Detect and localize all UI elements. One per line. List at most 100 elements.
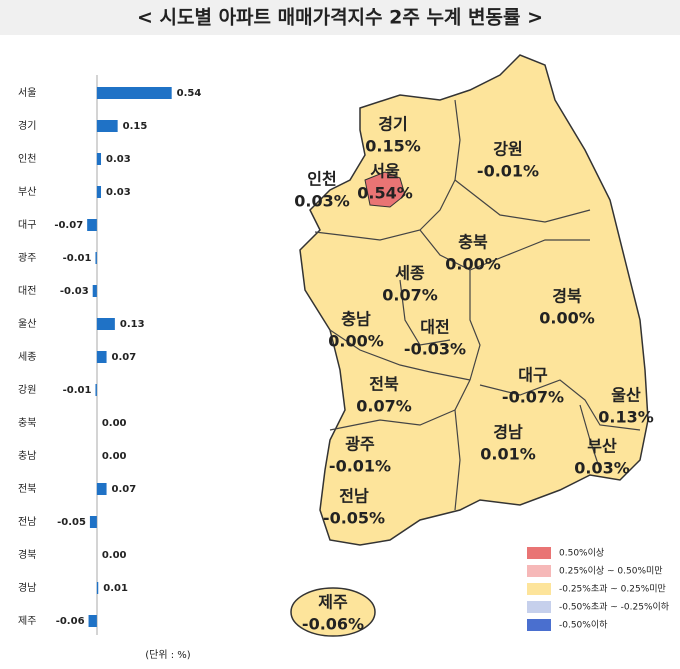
region-name: 강원: [493, 140, 522, 159]
value-label: -0.06: [56, 616, 85, 627]
value-label: -0.07: [54, 220, 83, 231]
bar: [87, 219, 97, 231]
title-bar: [0, 0, 680, 35]
value-label: 0.00: [102, 550, 127, 561]
region-value: 0.07%: [382, 286, 438, 305]
border: [479, 379, 641, 431]
category-label: 대전: [18, 285, 36, 297]
bar: [88, 615, 97, 627]
region-name: 전북: [369, 375, 399, 394]
bar: [89, 516, 97, 528]
category-label: 경북: [18, 548, 36, 561]
bar: [96, 87, 172, 99]
category-label: 강원: [18, 384, 36, 396]
value-label: -0.01: [63, 385, 92, 396]
region-name: 인천: [307, 170, 336, 189]
value-label: 0.00: [102, 451, 127, 462]
region-value: 0.01%: [480, 445, 536, 464]
region-value: -0.01%: [477, 162, 539, 181]
category-label: 경기: [18, 119, 36, 132]
bar: [95, 384, 97, 396]
legend-swatch: [527, 547, 551, 559]
category-label: 광주: [18, 252, 36, 264]
region-value: 0.03%: [294, 192, 350, 211]
region-name: 울산: [611, 386, 641, 405]
region-name: 대전: [420, 318, 449, 337]
category-label: 부산: [18, 186, 36, 198]
region-name: 전남: [339, 487, 369, 506]
category-label: 인천: [18, 153, 36, 165]
legend-swatch: [527, 619, 551, 631]
category-label: 충남: [18, 450, 36, 462]
region-name: 광주: [345, 435, 375, 454]
bar: [96, 351, 107, 363]
value-label: -0.01: [63, 253, 92, 264]
region-value: 0.03%: [574, 459, 630, 478]
border: [469, 239, 590, 271]
value-label: -0.03: [60, 286, 89, 297]
bar: [96, 120, 118, 132]
border: [399, 279, 451, 346]
border: [454, 179, 591, 223]
region-value: -0.07%: [502, 388, 564, 407]
bar: [96, 483, 107, 495]
map: [290, 54, 649, 637]
legend-label: 0.50%이상: [559, 548, 604, 559]
region-value: -0.01%: [329, 457, 391, 476]
region-name: 부산: [587, 437, 617, 456]
legend-swatch: [527, 583, 551, 595]
region-name: 서울: [370, 162, 400, 181]
region-value: -0.03%: [404, 340, 466, 359]
legend-swatch: [527, 565, 551, 577]
category-label: 서울: [18, 87, 36, 99]
region-value: -0.05%: [323, 509, 385, 528]
region-value: 0.00%: [539, 309, 595, 328]
value-label: 0.13: [120, 319, 145, 330]
legend-swatch: [527, 601, 551, 613]
bar: [96, 153, 102, 165]
border: [419, 229, 481, 381]
region-name: 경남: [493, 423, 523, 442]
bar: [95, 252, 97, 264]
jeju-region: [290, 587, 376, 637]
value-label: 0.07: [112, 352, 137, 363]
bar: [96, 186, 102, 198]
region-value: 0.07%: [356, 397, 412, 416]
region-name: 세종: [395, 264, 425, 283]
legend-label: -0.50%이하: [559, 620, 608, 631]
bar: [92, 285, 97, 297]
value-label: 0.01: [103, 583, 128, 594]
category-label: 전남: [18, 516, 36, 528]
value-label: 0.07: [112, 484, 137, 495]
seoul-region: [364, 171, 406, 208]
border: [454, 379, 471, 511]
value-label: 0.15: [123, 121, 148, 132]
chart-title: < 시도별 아파트 매매가격지수 2주 누계 변동률 >: [137, 7, 543, 29]
region-value: 0.13%: [598, 408, 654, 427]
legend-label: -0.50%초과 ~ -0.25%이하: [559, 602, 670, 613]
region-name: 제주: [318, 593, 348, 612]
value-label: -0.05: [57, 517, 86, 528]
bar: [96, 582, 99, 594]
value-label: 0.03: [106, 187, 131, 198]
category-label: 세종: [18, 351, 36, 363]
value-label: 0.03: [106, 154, 131, 165]
region-value: 0.00%: [328, 332, 384, 351]
legend-label: -0.25%초과 ~ 0.25%미만: [559, 584, 666, 595]
region-value: -0.06%: [302, 615, 364, 634]
border: [329, 409, 456, 431]
value-label: 0.54: [177, 88, 202, 99]
region-name: 경북: [552, 287, 582, 306]
region-value: 0.54%: [357, 184, 413, 203]
category-label: 제주: [18, 615, 36, 627]
category-label: 충북: [18, 417, 36, 429]
border: [314, 99, 461, 241]
legend-label: 0.25%이상 ~ 0.50%미만: [559, 566, 663, 577]
category-label: 전북: [18, 483, 36, 495]
region-name: 충남: [341, 310, 371, 329]
border: [579, 404, 601, 471]
border: [329, 329, 471, 381]
value-label: 0.00: [102, 418, 127, 429]
region-value: 0.00%: [445, 255, 501, 274]
